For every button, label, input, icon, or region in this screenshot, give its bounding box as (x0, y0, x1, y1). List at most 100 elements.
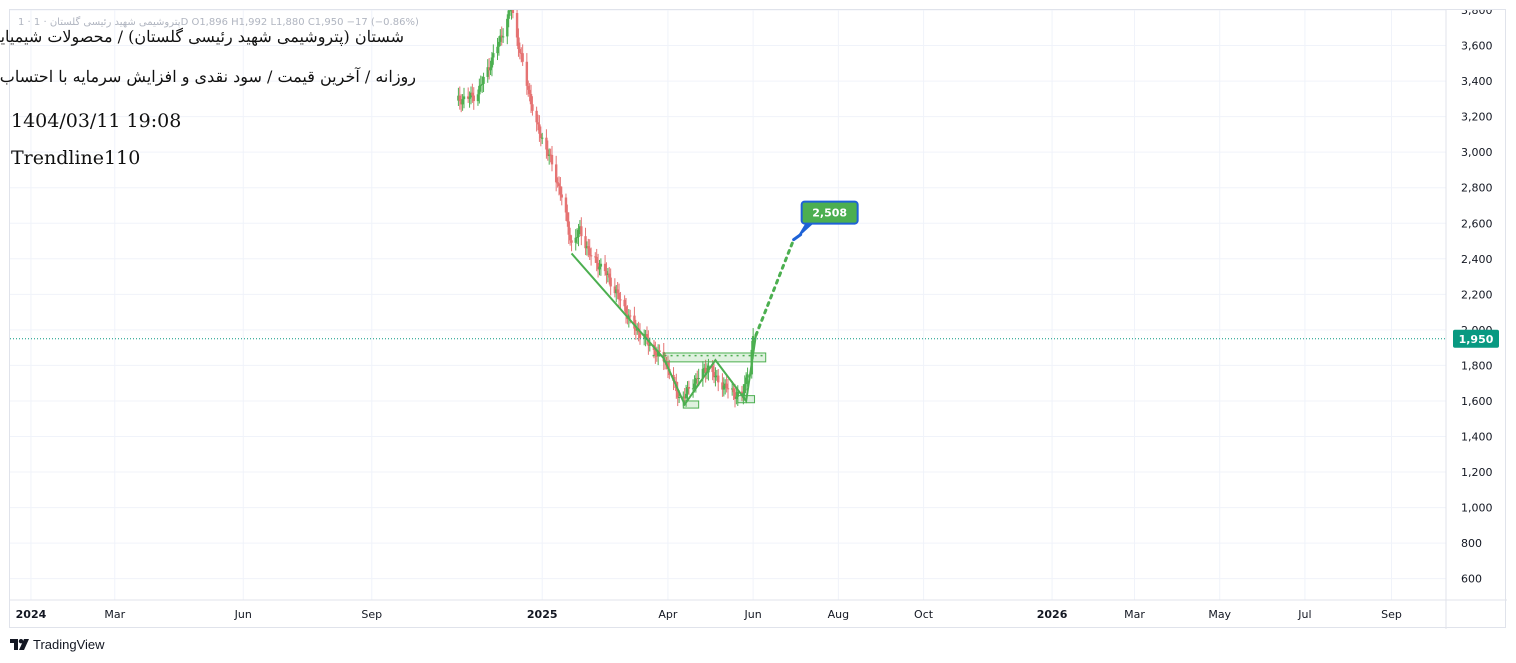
candle-body (595, 257, 598, 264)
y-tick-label: 600 (1461, 573, 1482, 586)
candle-body (725, 383, 728, 389)
candle-body (619, 299, 622, 301)
candle-body (521, 53, 524, 62)
candle-body (506, 18, 509, 37)
candle-body (693, 383, 696, 389)
candle-body (525, 61, 529, 86)
y-tick-label: 800 (1461, 537, 1482, 550)
candle-body (559, 186, 562, 195)
x-tick-label: Jun (744, 608, 762, 621)
candle-body (655, 355, 658, 357)
candle-body (507, 10, 510, 19)
candle-body (490, 57, 494, 68)
price-chart[interactable]: 6008001,0001,2001,4001,6001,8002,0002,20… (10, 10, 1507, 629)
target-callout (800, 200, 859, 225)
chart-subtitle: روزانه / آخرین قیمت / سود نقدی و افزایش … (0, 67, 416, 86)
candle-body (550, 154, 554, 165)
x-tick-label: 2024 (16, 608, 47, 621)
target-label: 2,508 (812, 207, 847, 220)
last-price-label: 1,950 (1459, 333, 1494, 346)
candle-body (554, 164, 558, 183)
candle-body (531, 104, 534, 111)
candle-body (743, 384, 746, 394)
candle-body (642, 337, 646, 339)
candle-body (616, 289, 619, 293)
candle-body (461, 99, 464, 105)
candle-body (538, 124, 541, 134)
candle-body (684, 393, 688, 399)
x-tick-label: Oct (914, 608, 934, 621)
candle-body (703, 367, 706, 369)
candle-body (482, 76, 485, 84)
candle-body (476, 94, 480, 102)
candle-body (520, 52, 523, 54)
candle-body (585, 246, 589, 249)
y-tick-label: 2,600 (1461, 217, 1493, 230)
candle-body (489, 67, 492, 71)
candle-body (594, 256, 597, 258)
y-tick-label: 1,400 (1461, 431, 1493, 444)
brand-watermark[interactable]: TradingView (10, 637, 105, 652)
candle-body (711, 365, 714, 373)
candle-body (480, 83, 484, 85)
candle-body (686, 387, 689, 394)
ohlc-legend: 1 · پتروشیمی شهید رئیسی گلستان · 1D O1,8… (18, 17, 419, 28)
candle-body (644, 334, 647, 338)
candle-body (500, 35, 503, 37)
candle-body (615, 289, 618, 294)
candle-body (457, 95, 460, 101)
y-tick-label: 1,000 (1461, 502, 1493, 515)
candle-body (697, 378, 700, 380)
candle-body (742, 393, 745, 396)
trend-line (570, 252, 757, 407)
candle-body (567, 221, 570, 235)
candle-body (617, 292, 621, 300)
candle-body (535, 110, 538, 123)
candle-body (560, 194, 563, 198)
candle-body (603, 263, 607, 272)
x-tick-label: Aug (828, 608, 849, 621)
candle-body (469, 92, 473, 98)
y-tick-label: 2,800 (1461, 182, 1493, 195)
candle-body (459, 101, 463, 105)
x-tick-label: Jul (1297, 608, 1311, 621)
candle-body (726, 388, 730, 390)
candle-body (589, 255, 593, 257)
candle-body (462, 96, 466, 100)
y-tick-label: 3,000 (1461, 146, 1493, 159)
candle-body (733, 392, 737, 399)
candle-body (468, 97, 471, 99)
candle-body (584, 236, 587, 249)
y-tick-label: 1,200 (1461, 466, 1493, 479)
candle-body (486, 67, 489, 77)
chart-pane[interactable]: 6008001,0001,2001,4001,6001,8002,0002,20… (9, 9, 1507, 629)
candle-body (736, 391, 739, 397)
candle-body (691, 388, 695, 390)
candle-body (606, 273, 610, 275)
candle-body (492, 53, 495, 58)
candle-body (547, 154, 551, 156)
candle-body (508, 10, 512, 12)
candle-body (613, 286, 617, 294)
candle-body (624, 306, 628, 315)
chart-author: Trendline110 (11, 147, 141, 169)
candle-body (478, 85, 481, 95)
candle-body (730, 388, 734, 390)
candle-body (471, 92, 474, 96)
candle-body (694, 377, 698, 384)
candle-body (511, 10, 515, 14)
candle-body (609, 277, 612, 287)
candle-body (541, 137, 544, 139)
candle-body (647, 339, 650, 346)
candle-body (676, 391, 679, 398)
candle-body (633, 315, 636, 329)
candle-body (566, 212, 569, 222)
candle-body (654, 350, 657, 356)
candle-body (658, 350, 661, 352)
candle-body (517, 37, 520, 50)
candle-body (527, 85, 530, 90)
x-tick-label: 2026 (1037, 608, 1068, 621)
candle-body (704, 367, 707, 374)
candle-body (499, 35, 502, 42)
candle-body (751, 336, 755, 350)
